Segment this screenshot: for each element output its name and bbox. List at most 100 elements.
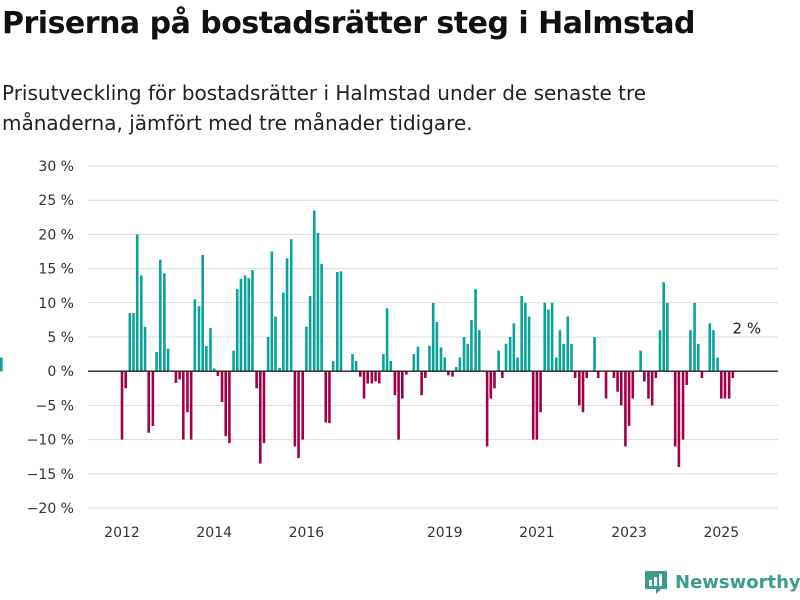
bar-positive bbox=[524, 302, 527, 372]
x-tick-label: 2021 bbox=[519, 525, 555, 541]
bar-positive bbox=[239, 278, 243, 372]
x-tick-label: 2012 bbox=[104, 525, 140, 541]
bar-positive bbox=[558, 330, 562, 372]
bar-positive bbox=[562, 343, 565, 372]
bar-negative bbox=[262, 371, 266, 444]
bar-negative bbox=[393, 371, 397, 396]
bar-negative bbox=[673, 371, 677, 447]
bar-positive bbox=[247, 278, 251, 372]
bar-positive bbox=[251, 269, 254, 372]
bar-negative bbox=[723, 371, 727, 399]
bar-positive bbox=[658, 330, 662, 372]
bar-positive bbox=[593, 337, 596, 372]
bar-positive bbox=[435, 321, 439, 372]
bar-positive bbox=[235, 289, 239, 372]
bar-positive bbox=[166, 348, 170, 372]
bar-negative bbox=[328, 371, 331, 424]
bar-negative bbox=[493, 371, 496, 389]
bar-negative bbox=[647, 371, 650, 399]
bar-negative bbox=[489, 371, 493, 399]
bar-negative bbox=[255, 371, 258, 389]
bar-positive bbox=[662, 282, 665, 372]
bar-positive bbox=[282, 292, 285, 372]
x-tick-label: 2023 bbox=[611, 525, 647, 541]
y-tick-label: −20 % bbox=[27, 501, 74, 517]
bar-positive bbox=[155, 352, 158, 372]
bar-positive bbox=[708, 323, 712, 372]
bar-positive bbox=[201, 254, 204, 372]
bar-positive bbox=[477, 330, 481, 372]
bar-negative bbox=[124, 371, 127, 389]
x-tick-label: 2014 bbox=[196, 525, 232, 541]
bar-negative bbox=[451, 371, 454, 377]
bar-positive bbox=[212, 368, 216, 372]
bar-positive bbox=[158, 259, 162, 372]
bar-negative bbox=[147, 371, 151, 433]
bar-positive bbox=[331, 360, 335, 372]
bar-chart-logo-icon bbox=[645, 571, 667, 594]
bar-negative bbox=[616, 371, 619, 392]
bar-negative bbox=[585, 371, 588, 379]
bar-positive bbox=[266, 337, 270, 372]
bar-positive bbox=[431, 302, 435, 372]
bar-negative bbox=[619, 371, 623, 406]
y-tick-label: 30 % bbox=[38, 159, 74, 175]
x-axis-labels: 2012 2014 2016 2019 2021 2023 2025 bbox=[104, 525, 739, 541]
brand-name: Newsworthy bbox=[675, 571, 800, 593]
bar-positive bbox=[140, 275, 143, 372]
bar-positive bbox=[289, 239, 293, 372]
bar-positive bbox=[454, 367, 458, 372]
bar-negative bbox=[539, 371, 542, 413]
bar-positive bbox=[0, 357, 3, 372]
bar-negative bbox=[700, 371, 704, 379]
bar-negative bbox=[624, 371, 627, 447]
bar-positive bbox=[354, 360, 358, 372]
bar-positive bbox=[243, 275, 247, 372]
bar-negative bbox=[731, 371, 735, 379]
bar-negative bbox=[220, 371, 224, 402]
bar-negative bbox=[400, 371, 404, 399]
bar-negative bbox=[685, 371, 689, 385]
bar-negative bbox=[182, 371, 185, 440]
bar-negative bbox=[151, 371, 155, 426]
bar-positive bbox=[382, 354, 385, 372]
bar-positive bbox=[193, 299, 197, 372]
bar-negative bbox=[612, 371, 616, 379]
bar-positive bbox=[693, 302, 696, 372]
y-tick-label: 25 % bbox=[38, 193, 74, 209]
bar-negative bbox=[366, 371, 370, 384]
bar-negative bbox=[362, 371, 366, 399]
bar-negative bbox=[301, 371, 305, 440]
bar-positive bbox=[547, 309, 550, 372]
bar-negative bbox=[397, 371, 400, 440]
y-tick-label: 15 % bbox=[38, 262, 74, 278]
x-tick-label: 2019 bbox=[427, 525, 463, 541]
bar-negative bbox=[120, 371, 124, 440]
bar-positive bbox=[205, 345, 208, 372]
bar-negative bbox=[535, 371, 539, 440]
bar-positive bbox=[474, 289, 477, 372]
bar-negative bbox=[297, 371, 300, 459]
bar-positive bbox=[312, 210, 316, 372]
bar-positive bbox=[512, 323, 516, 372]
bar-negative bbox=[174, 371, 178, 383]
bar-negative bbox=[581, 371, 585, 413]
y-tick-label: 20 % bbox=[38, 227, 74, 243]
bar-positive bbox=[351, 354, 354, 372]
bar-positive bbox=[666, 302, 669, 372]
bar-negative bbox=[424, 371, 427, 379]
bar-negative bbox=[374, 371, 377, 382]
bar-positive bbox=[470, 319, 473, 372]
bar-positive bbox=[497, 350, 500, 372]
bar-positive bbox=[689, 330, 692, 372]
y-tick-label: −10 % bbox=[27, 433, 74, 449]
bar-positive bbox=[339, 271, 343, 372]
bar-positive bbox=[305, 326, 308, 372]
bar-positive bbox=[274, 316, 277, 372]
bar-positive bbox=[163, 273, 166, 372]
bar-negative bbox=[531, 371, 535, 440]
bar-positive bbox=[135, 234, 139, 372]
y-tick-label: 10 % bbox=[38, 296, 74, 312]
bar-positive bbox=[550, 302, 554, 372]
bar-negative bbox=[677, 371, 681, 467]
